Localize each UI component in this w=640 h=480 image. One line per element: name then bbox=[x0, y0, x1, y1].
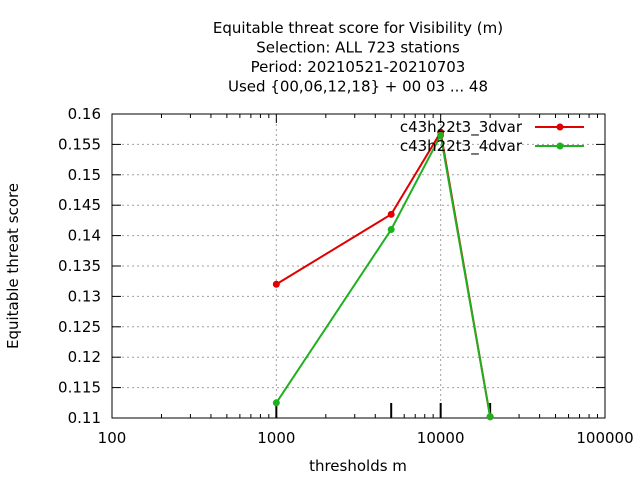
x-tick-label: 1000 bbox=[257, 429, 295, 447]
series-1 bbox=[272, 128, 494, 421]
y-tick-label: 0.12 bbox=[68, 348, 101, 366]
y-tick-label: 0.11 bbox=[68, 409, 101, 427]
title-line-4: Used {00,06,12,18} + 00 03 ... 48 bbox=[228, 78, 488, 96]
data-point bbox=[387, 210, 395, 218]
y-tick-label: 0.145 bbox=[58, 196, 101, 214]
data-point bbox=[387, 226, 395, 234]
x-axis-label: thresholds m bbox=[309, 457, 407, 475]
series-line bbox=[275, 132, 492, 417]
y-tick-label: 0.155 bbox=[58, 135, 101, 153]
y-tick-label: 0.13 bbox=[68, 287, 101, 305]
y-axis-label: Equitable threat score bbox=[4, 183, 22, 349]
y-tick-label: 0.125 bbox=[58, 318, 101, 336]
title-line-2: Selection: ALL 723 stations bbox=[256, 39, 460, 57]
x-tick-label: 100000 bbox=[576, 429, 633, 447]
x-tick-label: 100 bbox=[98, 429, 127, 447]
y-tick-labels: 0.11 0.115 0.12 0.125 0.13 0.135 0.14 0.145 0.15… bbox=[58, 105, 101, 427]
grid bbox=[112, 114, 605, 418]
data-point bbox=[486, 413, 494, 421]
y-tick-label: 0.15 bbox=[68, 166, 101, 184]
y-tick-label: 0.16 bbox=[68, 105, 101, 123]
legend-swatch-point bbox=[556, 142, 564, 150]
legend-label: c43h22t3_3dvar bbox=[400, 118, 523, 137]
data-point bbox=[272, 280, 280, 288]
data-point bbox=[437, 131, 445, 139]
x-tick-labels: 100 1000 10000 100000 bbox=[98, 429, 634, 447]
legend-entry-2: c43h22t3_4dvar bbox=[400, 137, 584, 156]
data-point bbox=[272, 399, 280, 407]
y-tick-label: 0.14 bbox=[68, 227, 101, 245]
legend-label: c43h22t3_4dvar bbox=[400, 137, 523, 156]
y-tick-label: 0.115 bbox=[58, 379, 101, 397]
title-line-3: Period: 20210521-20210703 bbox=[251, 58, 466, 76]
x-tick-label: 10000 bbox=[417, 429, 465, 447]
y-tick-label: 0.135 bbox=[58, 257, 101, 275]
legend-entry-1: c43h22t3_3dvar bbox=[400, 118, 584, 137]
series-2 bbox=[272, 131, 494, 421]
series bbox=[272, 128, 494, 421]
legend-swatch-point bbox=[556, 123, 564, 131]
title-line-1: Equitable threat score for Visibility (m… bbox=[213, 19, 503, 37]
chart-title: Equitable threat score for Visibility (m… bbox=[213, 19, 503, 96]
